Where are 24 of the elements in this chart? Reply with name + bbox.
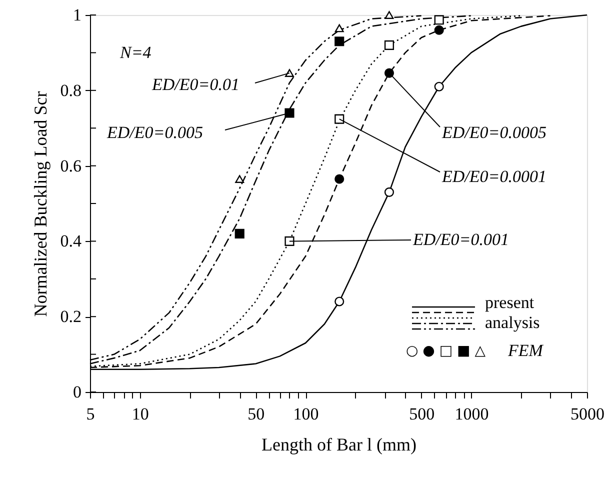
y-tick-label: 0.2 [60,307,82,326]
annotation: ED/E0=0.005 [106,123,203,142]
x-tick-label: 5000 [570,404,604,424]
x-tick-label: 5 [86,404,95,424]
y-tick-label: 0 [73,382,82,402]
annotation: ED/E0=0.01 [151,75,240,94]
annotation: ○ ● □ ■ △ [406,343,486,359]
y-tick-label: 1 [73,6,82,24]
x-tick-label: 100 [293,404,319,424]
x-tick-label: 500 [409,404,435,424]
annotation: N=4 [119,43,152,62]
y-tick-label: 0.6 [60,156,82,176]
annotation: ED/E0=0.0001 [441,167,546,186]
x-tick-label: 50 [248,404,265,424]
annotation: present analysis [485,293,540,332]
y-tick-label: 0.4 [60,232,82,251]
annotation: ED/E0=0.001 [412,230,509,249]
y-tick-label: 0.8 [60,80,82,100]
annotation: ED/E0=0.0005 [441,123,546,142]
y-axis-title: Normalized Buckling Load Scr [30,91,50,317]
x-tick-label: 10 [132,404,149,424]
x-tick-label: 1000 [454,404,489,424]
x-axis-title: Length of Bar l (mm) [262,434,416,454]
annotation: FEM [507,341,544,360]
